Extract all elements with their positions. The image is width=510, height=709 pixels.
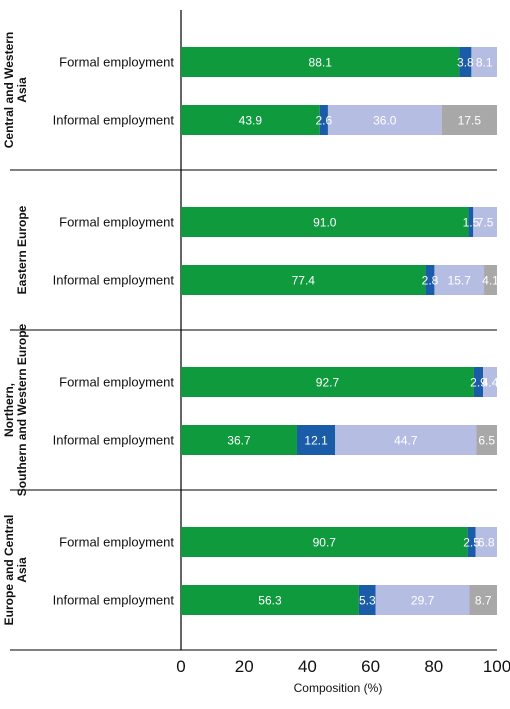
data-label: 77.4	[292, 274, 316, 288]
bar-segment	[335, 425, 477, 455]
group-label: Europe and CentralAsia	[2, 515, 29, 626]
bar-segment	[467, 527, 476, 557]
bar-segment	[473, 207, 497, 237]
data-label: 5.3	[359, 594, 376, 608]
bar-segment	[468, 207, 474, 237]
row-label: Informal employment	[53, 593, 175, 608]
row-label: Formal employment	[59, 375, 174, 390]
row-label: Formal employment	[59, 55, 174, 70]
bars	[181, 47, 497, 615]
x-tick-label: 0	[176, 657, 185, 676]
x-tick-label: 80	[424, 657, 443, 676]
x-tick-label: 40	[298, 657, 317, 676]
group-label: Eastern Europe	[15, 205, 29, 294]
row-label: Informal employment	[53, 433, 175, 448]
data-label: 8.1	[476, 56, 493, 70]
row-label: Formal employment	[59, 215, 174, 230]
bar-segment	[181, 207, 469, 237]
data-label: 56.3	[258, 594, 282, 608]
data-label: 4.1	[482, 274, 499, 288]
bar-segment	[181, 265, 426, 295]
bar-segment	[475, 527, 497, 557]
group-label: Northern,Southern and Western Europe	[2, 323, 29, 496]
bar-segment	[425, 265, 435, 295]
x-tick-label: 60	[361, 657, 380, 676]
bar-segment	[181, 585, 359, 615]
bar-segment	[484, 265, 497, 295]
row-label: Informal employment	[53, 113, 175, 128]
row-label: Informal employment	[53, 273, 175, 288]
bar-segment	[476, 425, 497, 455]
x-axis-label: Composition (%)	[294, 681, 383, 695]
data-label: 36.0	[373, 114, 397, 128]
bar-segment	[469, 585, 497, 615]
bar-segment	[471, 47, 497, 77]
bar-segment	[181, 425, 297, 455]
data-label: 2.5	[463, 536, 480, 550]
data-label: 2.9	[470, 376, 487, 390]
data-label: 1.5	[463, 216, 480, 230]
data-label: 6.5	[478, 434, 495, 448]
bar-segment	[327, 105, 442, 135]
data-label: 2.8	[422, 274, 439, 288]
bar-segment	[459, 47, 472, 77]
bar-segment	[181, 527, 468, 557]
bar-segment	[473, 367, 484, 397]
data-label: 91.0	[313, 216, 337, 230]
data-label: 15.7	[448, 274, 472, 288]
data-label: 29.7	[411, 594, 435, 608]
labels: Central and WesternAsia Formal employment…	[2, 32, 499, 626]
data-label: 17.5	[458, 114, 482, 128]
x-axis: Composition (%) 0 20 40 60 80 100	[176, 657, 510, 695]
bar-segment	[441, 105, 497, 135]
data-label: 88.1	[309, 56, 333, 70]
data-label: 3.8	[457, 56, 474, 70]
data-label: 2.6	[315, 114, 332, 128]
data-label: 8.7	[475, 594, 492, 608]
group-label: Central and WesternAsia	[2, 32, 29, 148]
data-label: 4.4	[482, 376, 499, 390]
bar-segment	[181, 47, 460, 77]
data-label: 43.9	[239, 114, 263, 128]
data-label: 7.5	[477, 216, 494, 230]
bar-segment	[296, 425, 336, 455]
bar-segment	[358, 585, 376, 615]
bar-segment	[483, 367, 497, 397]
x-tick-label: 100	[483, 657, 510, 676]
data-label: 90.7	[313, 536, 337, 550]
data-label: 92.7	[316, 376, 340, 390]
row-label: Formal employment	[59, 535, 174, 550]
bar-segment	[181, 105, 320, 135]
x-tick-label: 20	[235, 657, 254, 676]
bar-segment	[181, 367, 474, 397]
bar-segment	[375, 585, 470, 615]
bar-segment	[434, 265, 485, 295]
data-label: 36.7	[227, 434, 251, 448]
data-label: 12.1	[304, 434, 328, 448]
data-label: 44.7	[394, 434, 418, 448]
bar-segment	[319, 105, 328, 135]
data-label: 6.8	[478, 536, 495, 550]
